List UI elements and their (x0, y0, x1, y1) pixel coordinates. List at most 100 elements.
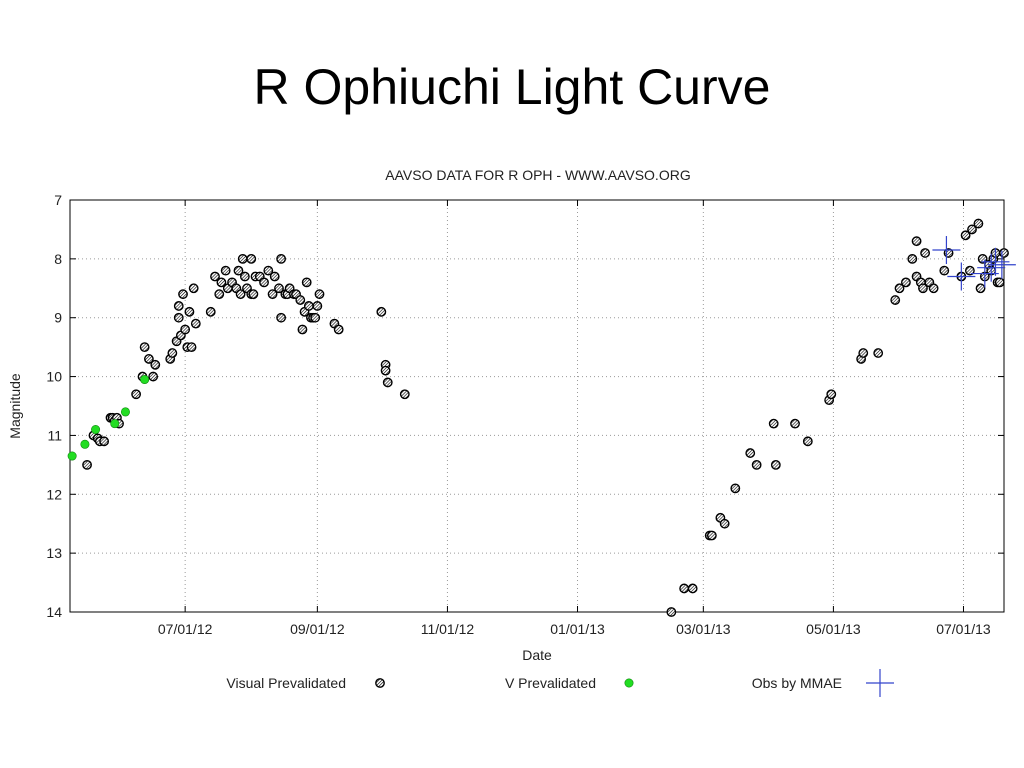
data-point (314, 289, 325, 300)
series-0 (82, 218, 1009, 617)
data-point (239, 271, 250, 282)
data-point (140, 375, 150, 385)
data-point (745, 448, 756, 458)
data-point (143, 354, 154, 364)
legend: Visual Prevalidated V Prevalidated Obs by … (226, 669, 894, 697)
y-tick-label: 14 (46, 604, 62, 620)
data-point (148, 371, 159, 382)
legend-label: V Prevalidated (505, 675, 596, 691)
data-point (167, 348, 178, 358)
series-1 (67, 375, 150, 461)
legend-marker (866, 669, 894, 697)
data-point (333, 324, 344, 335)
data-point (730, 483, 741, 494)
data-point (276, 253, 287, 264)
x-axis-label: Date (522, 647, 552, 663)
data-point (188, 283, 199, 294)
data-point (999, 248, 1009, 258)
data-point (184, 306, 195, 317)
data-point (312, 301, 323, 311)
data-point (679, 583, 690, 594)
data-point (376, 306, 387, 317)
data-point (267, 289, 278, 300)
legend-label: Visual Prevalidated (226, 675, 346, 691)
data-point (120, 407, 130, 417)
data-point (399, 389, 410, 400)
y-tick-label: 8 (54, 251, 62, 267)
data-point (235, 289, 246, 300)
slide-title: R Ophiuchi Light Curve (253, 59, 771, 115)
y-axis-ticks: 7 8 9 10 11 12 13 14 (46, 192, 1004, 620)
series-2 (932, 236, 1016, 291)
legend-label: Obs by MMAE (752, 675, 842, 691)
data-point (947, 262, 976, 291)
x-tick-label: 07/01/13 (936, 621, 991, 637)
x-tick-label: 01/01/13 (550, 621, 605, 637)
data-point (248, 289, 259, 300)
data-point (131, 389, 142, 400)
data-point (975, 283, 986, 294)
data-point (751, 459, 762, 470)
data-point (91, 425, 101, 435)
data-point (180, 324, 191, 335)
data-point (973, 218, 984, 229)
data-point (901, 277, 911, 288)
data-point (907, 253, 918, 264)
data-point (858, 348, 869, 358)
data-point (826, 389, 837, 400)
plot-frame (69, 199, 1005, 613)
data-point (802, 436, 813, 447)
data-point (970, 259, 999, 288)
y-tick-label: 7 (54, 192, 62, 208)
data-point (967, 224, 977, 235)
y-tick-label: 13 (46, 545, 62, 561)
data-point (263, 265, 274, 276)
data-point (274, 283, 284, 294)
data-point (233, 265, 244, 276)
data-point (666, 607, 677, 617)
grid-lines (70, 200, 1004, 612)
data-point (894, 283, 905, 294)
data-point (99, 436, 110, 447)
data-point (67, 451, 77, 461)
data-point (918, 283, 928, 294)
x-tick-label: 03/01/13 (676, 621, 731, 637)
data-point (301, 277, 312, 288)
data-point (977, 253, 1006, 282)
data-point (276, 312, 287, 323)
data-point (920, 248, 931, 258)
data-point (303, 301, 314, 311)
data-point (237, 253, 248, 264)
data-point (220, 265, 231, 276)
data-point (770, 459, 781, 470)
data-point (216, 277, 227, 288)
data-point (987, 250, 1016, 279)
x-tick-label: 05/01/13 (806, 621, 861, 637)
data-point (964, 265, 975, 276)
data-point (269, 271, 280, 282)
data-point (687, 583, 698, 594)
data-point (706, 530, 717, 541)
data-point (994, 277, 1005, 288)
data-point (295, 295, 306, 305)
y-tick-label: 10 (46, 369, 62, 385)
data-point (173, 301, 184, 311)
y-axis-label: Magnitude (7, 373, 23, 439)
data-point (939, 265, 950, 276)
chart-title: AAVSO DATA FOR R OPH - WWW.AAVSO.ORG (385, 167, 690, 183)
data-point (960, 230, 971, 241)
data-point (186, 342, 197, 353)
data-point (110, 419, 120, 429)
data-point (173, 312, 184, 323)
data-point (768, 418, 779, 429)
data-point (719, 518, 730, 529)
legend-marker (624, 678, 634, 688)
x-tick-label: 09/01/12 (290, 621, 345, 637)
data-point (150, 359, 161, 370)
y-tick-label: 9 (54, 310, 62, 326)
data-point (310, 312, 321, 323)
data-point (214, 289, 225, 300)
data-point (246, 253, 257, 264)
data-point (928, 283, 939, 294)
data-point (80, 439, 90, 449)
